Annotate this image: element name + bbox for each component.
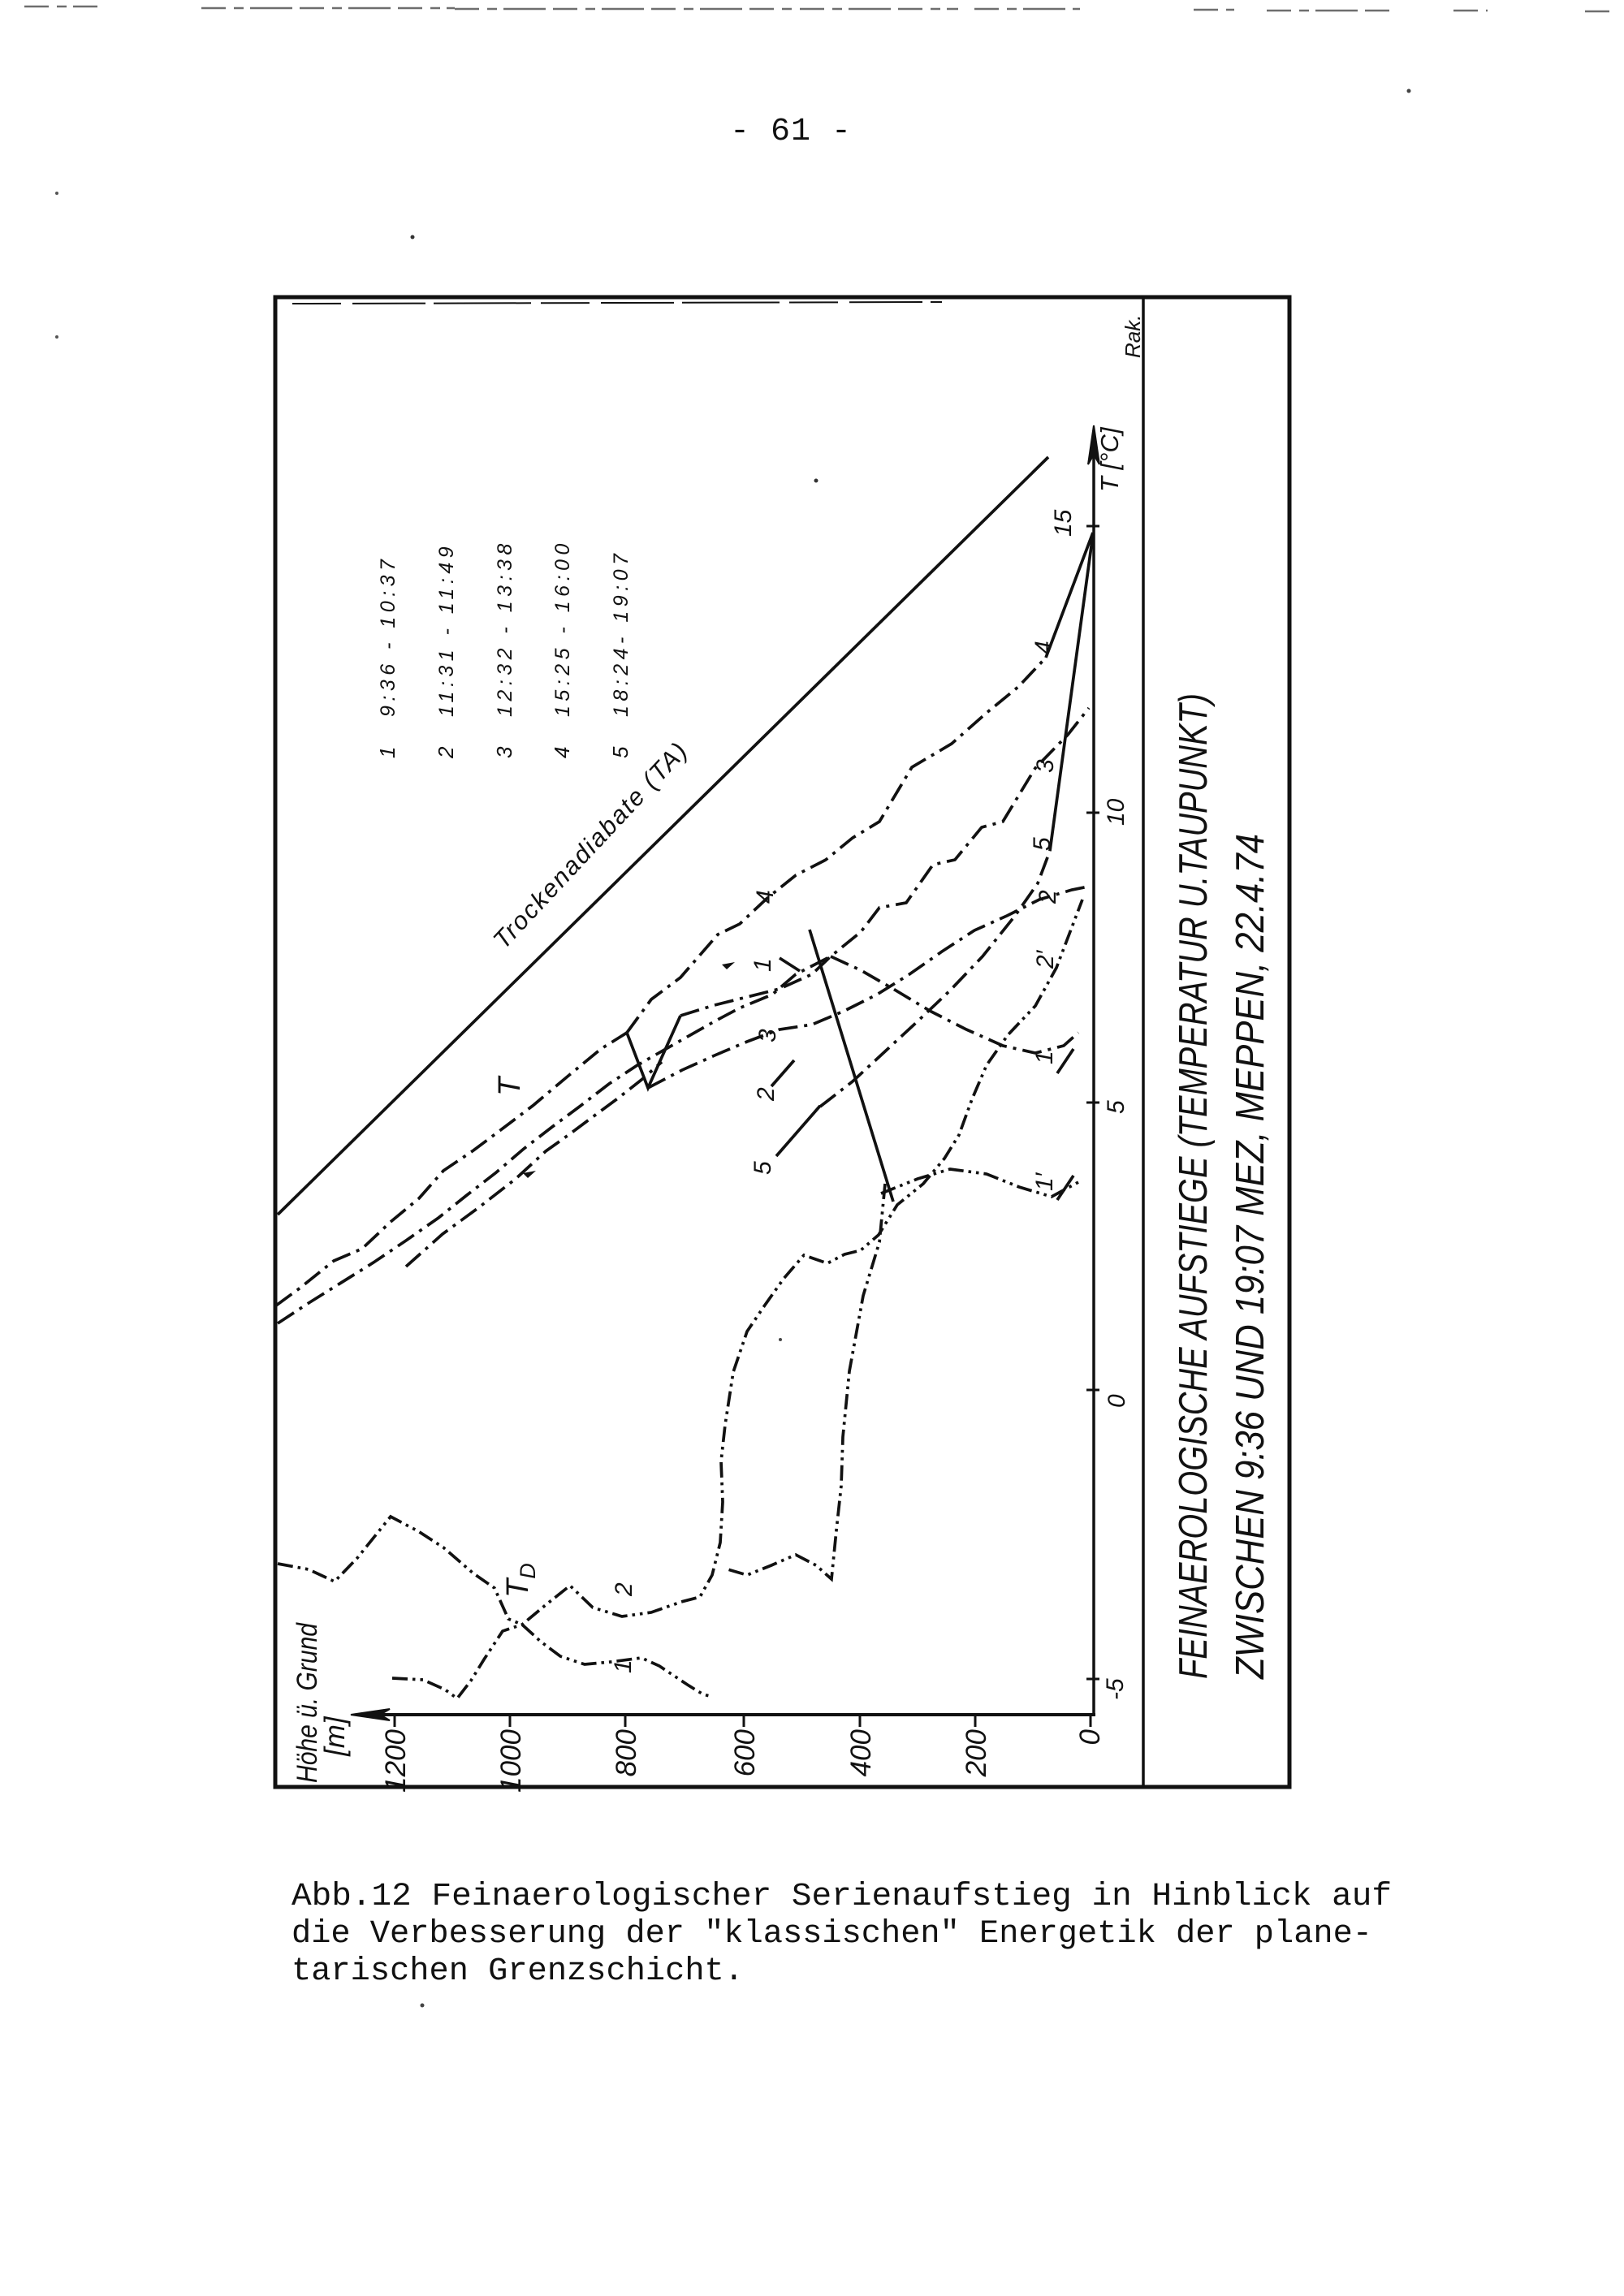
svg-text:Rak.: Rak. xyxy=(1121,315,1145,358)
svg-text:5: 5 xyxy=(608,746,633,758)
svg-text:1: 1 xyxy=(749,958,776,972)
svg-text:[m]: [m] xyxy=(319,1716,351,1757)
svg-text:-5: -5 xyxy=(1102,1678,1129,1700)
svg-text:TD: TD xyxy=(501,1563,540,1598)
svg-text:1200: 1200 xyxy=(380,1728,412,1792)
svg-text:5: 5 xyxy=(1029,837,1056,851)
svg-text:400: 400 xyxy=(845,1728,877,1776)
svg-text:18:24- 19:07: 18:24- 19:07 xyxy=(610,550,633,717)
svg-text:2: 2 xyxy=(753,1087,780,1102)
svg-text:11:31 - 11:49: 11:31 - 11:49 xyxy=(435,542,458,717)
svg-text:Höhe ü. Grund: Höhe ü. Grund xyxy=(292,1622,323,1783)
svg-text:9:36 - 10:37: 9:36 - 10:37 xyxy=(377,555,400,717)
svg-text:0: 0 xyxy=(1074,1728,1106,1745)
svg-text:ZWISCHEN 9:36 UND 19:07 MEZ,: ZWISCHEN 9:36 UND 19:07 MEZ, MEPPEN, 22.… xyxy=(1229,834,1272,1680)
svg-text:Abb.12 Feinaerologischer Seri: Abb.12 Feinaerologischer Serienaufstieg … xyxy=(292,1879,1392,1915)
svg-text:0: 0 xyxy=(1104,1394,1130,1408)
svg-text:10: 10 xyxy=(1103,798,1129,826)
svg-text:FEINAEROLOGISCHE AUFSTIEGE (: FEINAEROLOGISCHE AUFSTIEGE (TEMPERATUR U… xyxy=(1172,693,1216,1679)
svg-text:4: 4 xyxy=(752,890,779,904)
svg-text:3: 3 xyxy=(754,1029,781,1042)
svg-text:800: 800 xyxy=(611,1728,642,1776)
svg-text:1000: 1000 xyxy=(495,1728,527,1792)
svg-text:4: 4 xyxy=(550,747,574,758)
svg-text:1: 1 xyxy=(610,1659,637,1673)
svg-text:3: 3 xyxy=(492,746,516,758)
svg-text:12:32 - 13:38: 12:32 - 13:38 xyxy=(494,539,516,717)
svg-text:4: 4 xyxy=(1030,641,1057,654)
svg-text:die Verbesserung der "klassisc: die Verbesserung der "klassischen" Energ… xyxy=(292,1916,1372,1953)
svg-text:2: 2 xyxy=(611,1582,637,1597)
svg-text:5: 5 xyxy=(749,1161,776,1175)
svg-text:15: 15 xyxy=(1050,509,1077,537)
svg-text:T [°C]: T [°C] xyxy=(1095,426,1124,492)
svg-text:2: 2 xyxy=(1034,890,1061,904)
svg-text:1′: 1′ xyxy=(1031,1172,1058,1191)
svg-text:600: 600 xyxy=(729,1728,761,1776)
svg-text:2′: 2′ xyxy=(1032,949,1059,969)
svg-text:5: 5 xyxy=(1103,1100,1129,1114)
svg-text:tarischen Grenzschicht.: tarischen Grenzschicht. xyxy=(292,1953,744,1990)
svg-text:T: T xyxy=(493,1075,527,1096)
svg-text:3: 3 xyxy=(1032,759,1059,773)
svg-text:200: 200 xyxy=(961,1728,992,1777)
svg-text:- 61 -: - 61 - xyxy=(730,114,852,150)
svg-text:1: 1 xyxy=(375,747,400,758)
svg-text:2: 2 xyxy=(434,746,458,759)
svg-text:15:25 - 16:00: 15:25 - 16:00 xyxy=(551,539,574,717)
svg-text:1: 1 xyxy=(1031,1051,1058,1064)
